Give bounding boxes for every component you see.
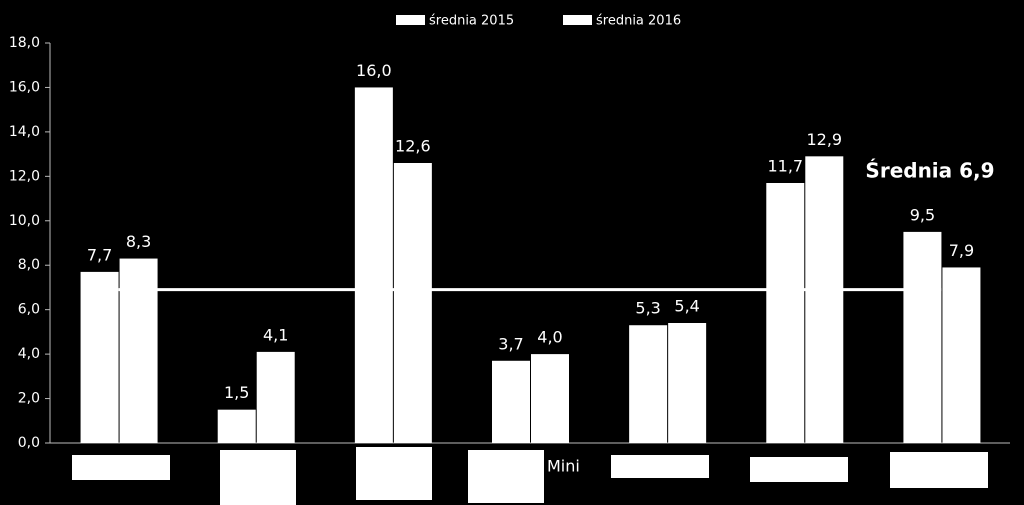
y-tick-label: 10,0 [9, 213, 40, 229]
redaction-box [611, 455, 709, 478]
value-label: 12,9 [806, 130, 842, 149]
redaction-box [468, 450, 544, 503]
value-label: 9,5 [910, 205, 935, 224]
legend-swatch [396, 15, 425, 25]
redaction-box [72, 455, 170, 480]
value-label: 5,3 [635, 299, 660, 318]
value-label: 7,7 [87, 245, 112, 264]
bar [531, 354, 569, 443]
y-tick-label: 0,0 [18, 435, 40, 451]
value-label: 7,9 [949, 241, 974, 260]
y-tick-label: 6,0 [18, 302, 40, 318]
value-label: 16,0 [356, 61, 392, 80]
average-annotation: Średnia 6,9 [865, 159, 994, 183]
bar [903, 231, 942, 443]
bar [354, 87, 393, 443]
bar [942, 267, 981, 443]
redaction-box [356, 447, 432, 500]
y-tick-label: 8,0 [18, 257, 40, 273]
y-tick-label: 12,0 [9, 168, 40, 184]
bar [80, 271, 119, 443]
bar [256, 351, 295, 443]
legend-label: średnia 2015 [429, 14, 514, 29]
bar [805, 156, 844, 444]
bar [119, 258, 158, 443]
y-tick-label: 14,0 [9, 124, 40, 140]
y-tick-label: 2,0 [18, 391, 40, 407]
y-tick-label: 16,0 [9, 79, 40, 95]
legend-swatch [563, 15, 592, 25]
value-label: 8,3 [126, 232, 151, 251]
value-label: 1,5 [224, 383, 249, 402]
value-label: 3,7 [498, 334, 523, 353]
bar [492, 360, 530, 443]
bar [217, 409, 256, 443]
value-label: 12,6 [395, 137, 431, 156]
y-tick-label: 18,0 [9, 35, 40, 51]
bar [766, 183, 805, 443]
x-tick-label: Mini [547, 457, 580, 476]
bar [393, 163, 432, 443]
redaction-box [890, 452, 988, 488]
value-label: 4,1 [263, 325, 288, 344]
value-label: 4,0 [537, 328, 562, 347]
value-label: 11,7 [767, 157, 803, 176]
redaction-box [750, 457, 848, 482]
redaction-box [220, 450, 296, 505]
bar [629, 325, 668, 443]
legend-label: średnia 2016 [596, 14, 681, 29]
value-label: 5,4 [674, 297, 699, 316]
bar [668, 323, 707, 443]
y-tick-label: 4,0 [18, 346, 40, 362]
